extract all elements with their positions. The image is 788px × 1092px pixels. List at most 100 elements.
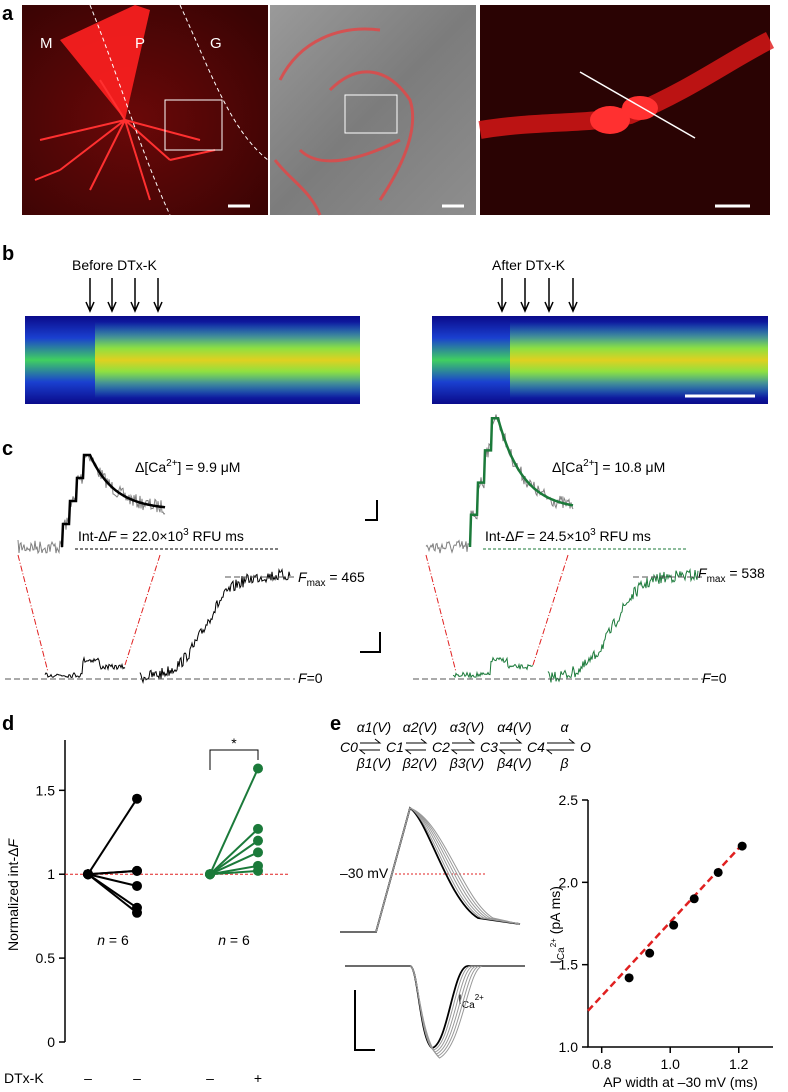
state: C0: [340, 739, 358, 755]
pair-line: [87, 869, 138, 876]
arrow: [107, 278, 117, 313]
pair-line: [209, 869, 259, 876]
roi-box: [344, 94, 398, 134]
arrow: [153, 278, 163, 313]
rate: α1(V): [357, 719, 391, 735]
scale-bar: [354, 990, 375, 1051]
text: = 6: [105, 932, 129, 948]
rate: β: [560, 755, 569, 771]
rate: α3(V): [450, 719, 484, 735]
point: [737, 841, 747, 851]
text: 2+: [549, 938, 558, 947]
scale-bar: [360, 500, 381, 653]
current-trace: [345, 965, 525, 1057]
integral-label: Int-ΔF = 24.5×103 RFU ms: [485, 527, 651, 544]
n-label: n = 6: [97, 932, 129, 948]
y-tick-label: 1: [47, 866, 55, 882]
ap-trace: [340, 807, 521, 933]
text: n: [97, 932, 105, 948]
rate: β2(V): [402, 755, 437, 771]
dendrites: [34, 79, 216, 201]
panel-label: e: [330, 713, 341, 735]
axes: [587, 800, 773, 1048]
point: [83, 869, 93, 880]
x-tick-label: –: [133, 1070, 141, 1086]
arrow: [520, 278, 530, 313]
text: I: [547, 960, 563, 964]
condition-label: Before DTx-K: [72, 257, 157, 273]
state: O: [580, 739, 591, 755]
pair-line: [209, 768, 259, 875]
text: F: [515, 528, 525, 544]
trace: [60, 453, 166, 548]
text: Ca: [462, 1000, 475, 1011]
text: max: [307, 578, 326, 589]
text: Δ[Ca: [552, 459, 583, 475]
x-axis-label: DTx-K: [4, 1070, 44, 1086]
point: [132, 907, 142, 918]
text: ] = 9.9 μM: [178, 459, 241, 475]
arrow: [498, 738, 523, 755]
bouton: [590, 106, 630, 134]
current-label: ICa2+: [458, 991, 484, 1011]
text: F: [702, 670, 712, 686]
boundary: [179, 4, 269, 161]
calcium-label: Δ[Ca2+] = 10.8 μM: [552, 458, 665, 475]
calcium-label: Δ[Ca2+] = 9.9 μM: [135, 458, 240, 475]
x-tick-label: 0.8: [592, 1056, 612, 1072]
current-trace: [345, 965, 525, 1053]
pair-line: [87, 873, 138, 887]
pair-line: [209, 828, 259, 875]
panel-label: b: [2, 243, 14, 265]
y-tick-label: 0.5: [36, 950, 56, 966]
image: [270, 5, 476, 215]
text: Int-Δ: [78, 528, 108, 544]
text: (pA ms): [547, 886, 563, 938]
y-tick-label: 2.0: [559, 874, 579, 890]
text: = 24.5×10: [523, 528, 590, 544]
text: =0: [711, 670, 727, 686]
point: [645, 948, 655, 958]
panel-label: a: [2, 3, 14, 25]
text: F: [5, 838, 21, 848]
y-tick-label: 1.0: [559, 1039, 579, 1055]
pipette: [60, 5, 150, 120]
arrow: [130, 278, 140, 313]
text: RFU ms: [189, 528, 244, 544]
state: C3: [480, 739, 498, 755]
point: [713, 867, 723, 877]
text: = 538: [725, 565, 765, 581]
point: [132, 880, 142, 891]
voltage-label: –30 mV: [340, 865, 389, 881]
text: 2+: [475, 993, 484, 1002]
rate: β3(V): [449, 755, 484, 771]
arrow: [497, 278, 507, 313]
text: Δ[Ca: [135, 459, 166, 475]
rate: β4(V): [496, 755, 531, 771]
arrow: [544, 278, 554, 313]
point: [669, 920, 679, 930]
text: F: [298, 670, 308, 686]
point: [253, 823, 263, 834]
trace: [452, 656, 534, 679]
text: = 465: [325, 569, 365, 585]
trace: [44, 656, 126, 679]
current-trace: [345, 965, 525, 1059]
region-label: M: [40, 35, 53, 52]
arrow: [358, 738, 382, 755]
signal: [95, 322, 360, 398]
text: ] = 10.8 μM: [595, 459, 666, 475]
point: [253, 847, 263, 858]
text: I: [458, 991, 462, 1007]
rate: α2(V): [403, 719, 437, 735]
rate: α: [561, 719, 570, 735]
bracket: [209, 749, 259, 770]
text: F: [698, 565, 708, 581]
fmax-label: Fmax = 538: [698, 565, 765, 585]
f0-label: F=0: [702, 670, 727, 686]
trace: [139, 568, 291, 685]
point: [689, 894, 699, 904]
